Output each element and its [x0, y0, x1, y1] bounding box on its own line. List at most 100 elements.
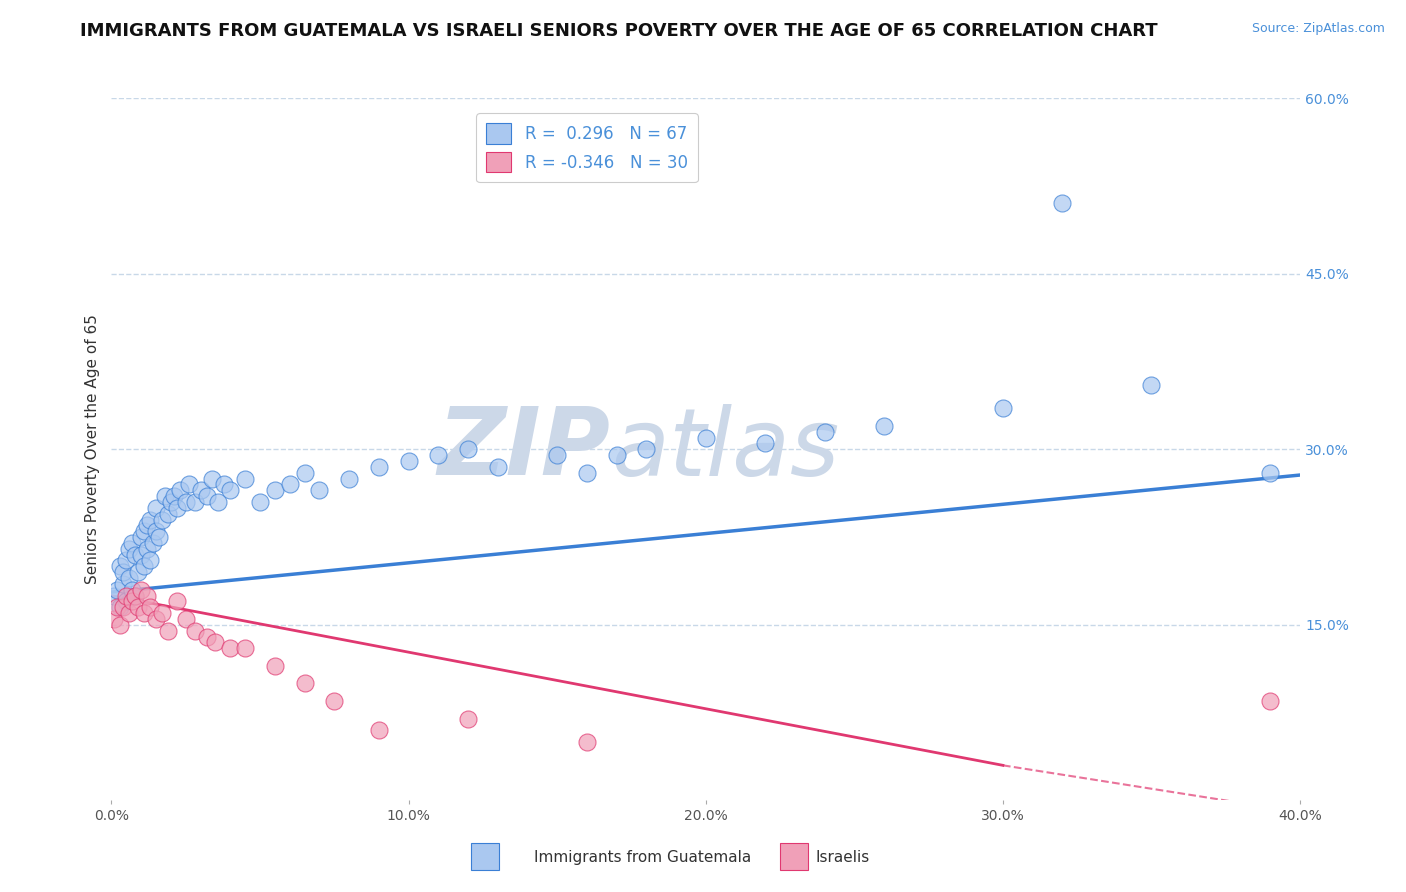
Point — [136, 518, 159, 533]
Point — [115, 594, 138, 608]
Point — [166, 500, 188, 515]
Point — [132, 524, 155, 539]
Point — [233, 471, 256, 485]
Point — [132, 606, 155, 620]
Point — [150, 512, 173, 526]
Point — [118, 606, 141, 620]
Point — [121, 582, 143, 597]
Point — [139, 600, 162, 615]
Point — [127, 565, 149, 579]
Point — [294, 676, 316, 690]
Point — [367, 723, 389, 738]
Point — [150, 606, 173, 620]
Point — [813, 425, 835, 439]
Legend: R =  0.296   N = 67, R = -0.346   N = 30: R = 0.296 N = 67, R = -0.346 N = 30 — [477, 113, 697, 183]
Point — [575, 735, 598, 749]
Y-axis label: Seniors Poverty Over the Age of 65: Seniors Poverty Over the Age of 65 — [86, 314, 100, 584]
Point — [201, 471, 224, 485]
Point — [112, 600, 135, 615]
Point — [112, 565, 135, 579]
Point — [398, 454, 420, 468]
Point — [136, 541, 159, 556]
Point — [124, 589, 146, 603]
Point — [546, 448, 568, 462]
Point — [190, 483, 212, 498]
Point — [204, 635, 226, 649]
Point — [103, 612, 125, 626]
Point — [1260, 466, 1282, 480]
Point — [1140, 377, 1163, 392]
Point — [156, 507, 179, 521]
Point — [457, 442, 479, 457]
Point — [132, 559, 155, 574]
Point — [219, 483, 242, 498]
Point — [263, 658, 285, 673]
Text: ZIP: ZIP — [437, 403, 610, 495]
Point — [606, 448, 628, 462]
Point — [156, 624, 179, 638]
Point — [129, 582, 152, 597]
Point — [183, 495, 205, 509]
Point — [367, 459, 389, 474]
Point — [139, 553, 162, 567]
Point — [139, 512, 162, 526]
Point — [991, 401, 1014, 416]
Point — [873, 418, 896, 433]
Point — [163, 489, 186, 503]
Point — [174, 495, 197, 509]
Point — [142, 536, 165, 550]
Point — [136, 589, 159, 603]
Point — [636, 442, 658, 457]
Point — [214, 477, 236, 491]
Text: Immigrants from Guatemala: Immigrants from Guatemala — [534, 850, 752, 865]
Point — [129, 530, 152, 544]
Text: Israelis: Israelis — [815, 850, 870, 865]
Point — [127, 600, 149, 615]
Point — [207, 495, 229, 509]
Point — [118, 571, 141, 585]
Point — [195, 489, 218, 503]
Point — [294, 466, 316, 480]
Point — [110, 559, 132, 574]
Point — [105, 600, 128, 615]
Point — [323, 694, 346, 708]
Point — [278, 477, 301, 491]
Point — [427, 448, 450, 462]
Point — [115, 589, 138, 603]
Point — [695, 431, 717, 445]
Point — [486, 459, 509, 474]
Point — [1260, 694, 1282, 708]
Point — [103, 589, 125, 603]
Point — [115, 553, 138, 567]
Point — [118, 541, 141, 556]
Point — [754, 436, 776, 450]
Point — [263, 483, 285, 498]
Point — [337, 471, 360, 485]
Point — [153, 489, 176, 503]
Point — [195, 630, 218, 644]
Point — [110, 600, 132, 615]
Point — [105, 582, 128, 597]
Point — [110, 618, 132, 632]
Point — [145, 500, 167, 515]
Point — [112, 577, 135, 591]
Point — [249, 495, 271, 509]
Point — [575, 466, 598, 480]
Point — [169, 483, 191, 498]
Point — [160, 495, 183, 509]
Point — [177, 477, 200, 491]
Point — [233, 641, 256, 656]
Text: Source: ZipAtlas.com: Source: ZipAtlas.com — [1251, 22, 1385, 36]
Point — [174, 612, 197, 626]
Point — [124, 548, 146, 562]
Point — [121, 536, 143, 550]
Point — [145, 524, 167, 539]
Point — [308, 483, 330, 498]
Point — [183, 624, 205, 638]
Point — [145, 612, 167, 626]
Text: atlas: atlas — [610, 404, 839, 495]
Point — [129, 548, 152, 562]
Point — [121, 594, 143, 608]
Point — [219, 641, 242, 656]
Point — [457, 712, 479, 726]
